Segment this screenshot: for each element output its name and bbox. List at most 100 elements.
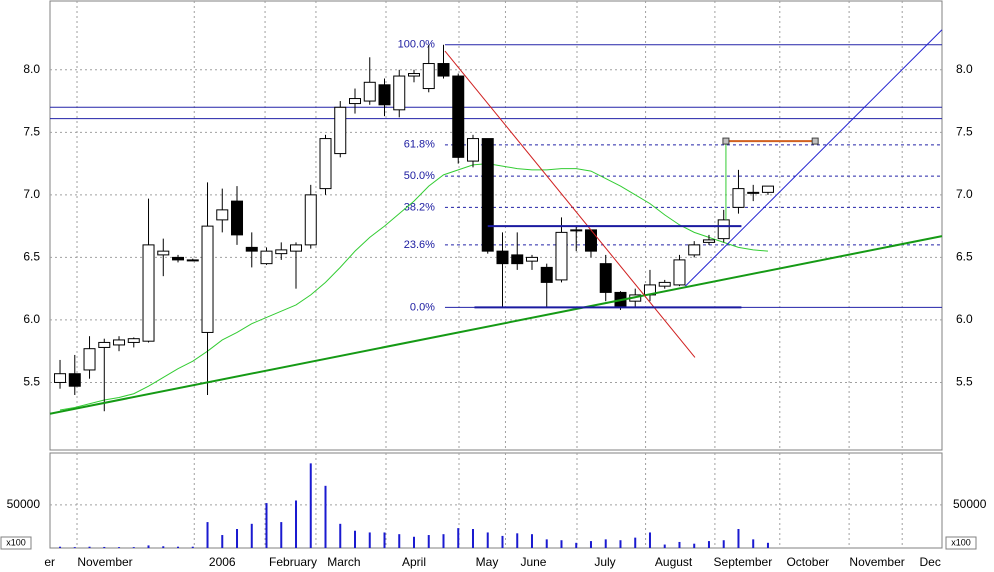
volume-bar <box>339 523 342 548</box>
moving-average <box>59 163 769 411</box>
candle-body <box>688 244 701 256</box>
unit-box <box>0 536 32 550</box>
volume-bar <box>206 522 209 548</box>
volume-unit: x100 <box>6 537 26 547</box>
y-tick-label: 5.5 <box>956 375 973 389</box>
volume-bar <box>530 534 533 548</box>
candle-body <box>98 341 111 348</box>
volume-bar <box>132 547 135 548</box>
y-tick-label: 8.0 <box>23 62 40 76</box>
volume-bar <box>752 539 755 548</box>
volume-bar <box>368 532 371 548</box>
candle-body <box>407 73 420 77</box>
y-tick-label: 6.0 <box>23 312 40 326</box>
candle-body <box>231 200 244 236</box>
y-tick-label: 6.0 <box>956 312 973 326</box>
volume-bar <box>589 541 592 548</box>
volume-bar <box>648 532 651 548</box>
candle-body <box>437 63 450 77</box>
candle-body <box>525 256 538 262</box>
candle-body <box>466 138 479 162</box>
line-handle <box>722 137 730 145</box>
fib-label: 38.2% <box>404 201 435 213</box>
y-tick-label: 7.0 <box>956 187 973 201</box>
volume-bar <box>250 523 253 548</box>
volume-bar <box>280 522 283 548</box>
candle-body <box>481 138 494 252</box>
volume-bar <box>737 529 740 548</box>
candle-body <box>54 373 67 383</box>
volume-bar <box>693 543 696 548</box>
candle-body <box>599 263 612 293</box>
candle-body <box>540 266 553 283</box>
volume-bar <box>177 546 180 548</box>
x-tick-label: March <box>327 555 360 569</box>
candle-body <box>186 259 199 262</box>
candle-body <box>319 138 332 190</box>
candle-body <box>157 250 170 256</box>
volume-bar <box>442 534 445 548</box>
candle-body <box>245 246 258 252</box>
candle-body <box>732 188 745 208</box>
x-tick-label: Dec <box>920 555 941 569</box>
volume-panel <box>49 452 943 549</box>
candle-body <box>555 231 568 281</box>
candle-body <box>761 185 774 193</box>
volume-bar <box>545 539 548 548</box>
candle-body <box>290 244 303 252</box>
candle-body <box>702 239 715 243</box>
y-tick-label: 7.5 <box>23 124 40 138</box>
candle-body <box>422 63 435 90</box>
volume-bar <box>324 485 327 548</box>
volume-bar <box>427 535 430 548</box>
fib-label: 0.0% <box>410 301 435 313</box>
candle-body <box>673 259 686 286</box>
volume-bar <box>59 546 62 548</box>
x-tick-label: October <box>786 555 829 569</box>
candle-body <box>378 84 391 106</box>
trend-line <box>444 50 696 358</box>
y-tick-label: 50000 <box>7 497 41 511</box>
x-tick-label: February <box>269 555 317 569</box>
fib-label: 100.0% <box>398 39 436 51</box>
candle-body <box>363 81 376 102</box>
volume-bar <box>766 542 769 548</box>
x-tick-label: June <box>520 555 546 569</box>
candle-body <box>304 194 317 246</box>
x-tick-label: November <box>77 555 132 569</box>
y-tick-label: 50000 <box>953 497 987 511</box>
volume-bar <box>191 546 194 548</box>
line-handle <box>811 137 819 145</box>
x-tick-label: November <box>849 555 904 569</box>
x-tick-label: er <box>44 555 55 569</box>
volume-bar <box>604 539 607 548</box>
candle-body <box>127 338 140 343</box>
candle-body <box>393 75 406 111</box>
volume-bar <box>722 540 725 548</box>
candle-body <box>142 244 155 342</box>
candle-body <box>275 249 288 255</box>
y-tick-label: 7.5 <box>956 124 973 138</box>
candle-body <box>747 191 760 194</box>
candle-body <box>113 339 126 346</box>
unit-box <box>945 536 977 550</box>
volume-bar <box>663 544 666 548</box>
candle-body <box>584 229 597 252</box>
x-tick-label: August <box>655 555 693 569</box>
x-tick-label: April <box>402 555 426 569</box>
fib-label: 23.6% <box>404 239 435 251</box>
volume-bar <box>678 541 681 548</box>
fib-label: 50.0% <box>404 170 435 182</box>
volume-bar <box>707 541 710 548</box>
candle-body <box>260 250 273 265</box>
volume-bar <box>295 500 298 548</box>
candle-body <box>511 254 524 265</box>
x-tick-label: September <box>714 555 773 569</box>
volume-bar <box>236 529 239 548</box>
trend-line <box>685 29 943 287</box>
volume-bar <box>162 546 165 548</box>
candle-body <box>201 225 214 333</box>
volume-bar <box>147 545 150 548</box>
volume-bar <box>634 537 637 548</box>
volume-bar <box>383 532 386 548</box>
